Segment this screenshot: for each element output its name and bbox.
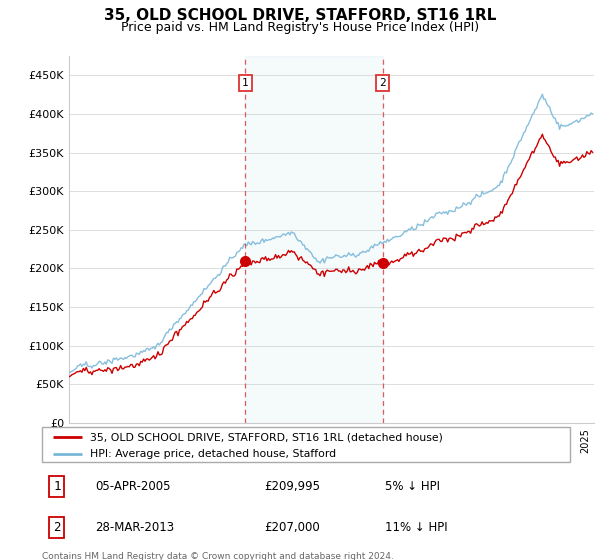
- Text: Contains HM Land Registry data © Crown copyright and database right 2024.
This d: Contains HM Land Registry data © Crown c…: [42, 552, 394, 560]
- Text: 2: 2: [379, 78, 386, 88]
- Text: 35, OLD SCHOOL DRIVE, STAFFORD, ST16 1RL (detached house): 35, OLD SCHOOL DRIVE, STAFFORD, ST16 1RL…: [89, 432, 442, 442]
- Text: 35, OLD SCHOOL DRIVE, STAFFORD, ST16 1RL: 35, OLD SCHOOL DRIVE, STAFFORD, ST16 1RL: [104, 8, 496, 24]
- Text: Price paid vs. HM Land Registry's House Price Index (HPI): Price paid vs. HM Land Registry's House …: [121, 21, 479, 34]
- Text: £207,000: £207,000: [264, 521, 320, 534]
- FancyBboxPatch shape: [42, 427, 570, 462]
- Text: HPI: Average price, detached house, Stafford: HPI: Average price, detached house, Staf…: [89, 449, 335, 459]
- Text: 5% ↓ HPI: 5% ↓ HPI: [385, 480, 440, 493]
- Text: 2: 2: [53, 521, 61, 534]
- Text: 1: 1: [242, 78, 249, 88]
- Text: 11% ↓ HPI: 11% ↓ HPI: [385, 521, 448, 534]
- Text: £209,995: £209,995: [264, 480, 320, 493]
- Bar: [245, 56, 383, 423]
- Text: 05-APR-2005: 05-APR-2005: [95, 480, 170, 493]
- Text: 1: 1: [53, 480, 61, 493]
- Text: 28-MAR-2013: 28-MAR-2013: [95, 521, 174, 534]
